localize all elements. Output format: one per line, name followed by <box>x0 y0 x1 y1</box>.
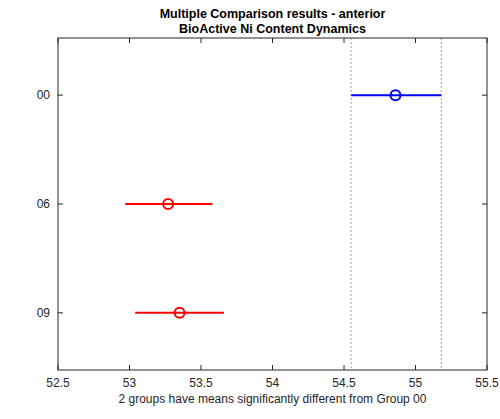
y-tick <box>58 204 63 205</box>
title: Multiple Comparison results - anterior <box>160 7 386 21</box>
reference-line <box>351 38 352 370</box>
mean-marker <box>390 90 400 100</box>
plot-area <box>58 38 487 370</box>
marks <box>125 38 441 370</box>
y-tick-label: 09 <box>37 306 51 320</box>
y-tick-label: 06 <box>37 197 51 211</box>
x-tick <box>272 365 273 370</box>
x-tick-label: 53.5 <box>189 376 213 390</box>
x-tick <box>344 38 345 43</box>
x-tick <box>129 365 130 370</box>
y-tick <box>58 95 63 96</box>
title: BioActive Ni Content Dynamics <box>179 22 366 36</box>
x-tick-label: 55.5 <box>475 376 499 390</box>
x-tick <box>344 365 345 370</box>
y-tick <box>482 204 487 205</box>
x-tick <box>415 365 416 370</box>
x-tick-label: 53 <box>123 376 137 390</box>
chart: Multiple Comparison results - anteriorBi… <box>0 0 500 419</box>
x-tick <box>201 38 202 43</box>
interval <box>135 312 224 314</box>
reference-line <box>441 38 442 370</box>
x-tick-label: 54 <box>266 376 280 390</box>
y-tick <box>482 312 487 313</box>
x-tick-label: 55 <box>409 376 423 390</box>
y-tick <box>58 312 63 313</box>
x-axis-label: 2 groups have means significantly differ… <box>119 392 427 406</box>
x-tick <box>129 38 130 43</box>
y-tick <box>482 95 487 96</box>
x-tick <box>201 365 202 370</box>
x-tick-label: 54.5 <box>332 376 356 390</box>
interval <box>351 94 441 96</box>
x-tick <box>272 38 273 43</box>
mean-marker <box>163 199 173 209</box>
interval <box>125 203 212 205</box>
y-tick-label: 00 <box>37 88 51 102</box>
x-tick <box>415 38 416 43</box>
plot-frame <box>58 38 487 370</box>
mean-marker <box>175 308 185 318</box>
x-tick-label: 52.5 <box>46 376 70 390</box>
